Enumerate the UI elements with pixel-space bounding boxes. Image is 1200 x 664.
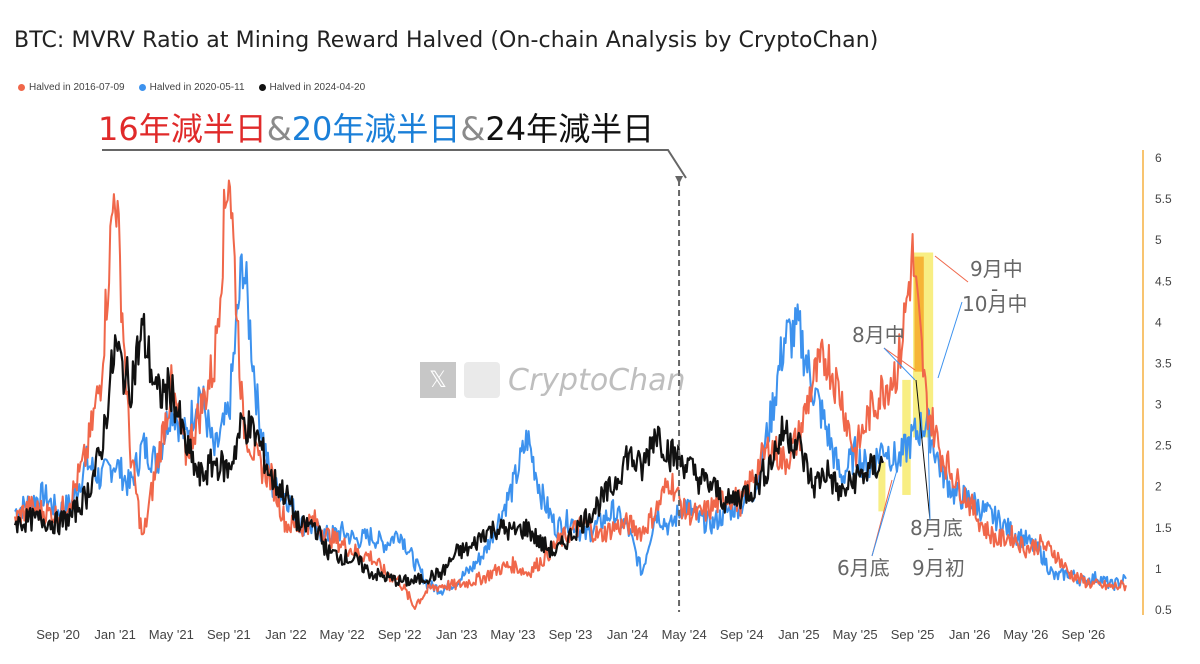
y-tick-label: 0.5 [1155,603,1172,617]
x-tick-label: Jan '21 [94,627,136,642]
series-line-2[interactable] [13,312,884,587]
annotation-pointer-line [883,347,916,381]
y-tick-label: 4.5 [1155,274,1172,288]
annotation-aug-mid: 8月中 [852,323,905,347]
annotation-sep-start: 9月初 [912,556,965,580]
x-tick-label: Sep '21 [207,627,251,642]
x-tick-label: May '24 [662,627,707,642]
annotation-pointer-line [915,379,931,521]
x-tick-label: Sep '22 [378,627,422,642]
series-line-0[interactable] [14,179,1127,610]
legend-item-2016[interactable]: Halved in 2016-07-09 [18,82,125,93]
headline-2024: 24年減半日 [485,110,655,148]
x-tick-label: Sep '24 [720,627,764,642]
headline: 16年減半日&20年減半日&24年減半日 [98,104,654,150]
x-tick-label: May '22 [320,627,365,642]
x-tick-label: May '26 [1003,627,1048,642]
annotation-dash-1: - [927,536,934,560]
legend-label-2024: Halved in 2024-04-20 [269,82,366,93]
x-tick-label: May '21 [149,627,194,642]
y-tick-label: 3 [1155,398,1162,412]
annotation-jun-end: 6月底 [837,556,890,580]
annotation-pointer-line [871,469,898,557]
headline-2020: 20年減半日 [291,110,461,148]
legend-dot-icon [138,84,146,91]
annotation-dash-2: - [991,277,998,301]
marker-layer [102,149,687,612]
legend: Halved in 2016-07-09 Halved in 2020-05-1… [18,82,365,93]
headline-bracket [102,149,687,179]
headline-amp-2: & [460,110,486,148]
x-tick-label: Sep '25 [891,627,935,642]
y-axis: 0.5 1 1.5 2 2.5 3 3.5 4 4.5 5 5.5 6 [1142,150,1172,617]
watermark-text: CryptoChan [508,362,686,398]
annotation-sep-mid: 9月中 [970,257,1023,281]
y-tick-label: 5.5 [1155,192,1172,206]
y-tick-label: 3.5 [1155,356,1172,370]
x-tick-label: Jan '25 [778,627,820,642]
y-tick-label: 2.5 [1155,439,1172,453]
x-tick-label: Sep '23 [549,627,593,642]
headline-amp-1: & [266,110,292,148]
x-axis: Sep '20 Jan '21 May '21 Sep '21 Jan '22 May '… [36,627,1105,642]
legend-dot-icon [18,84,25,91]
y-tick-label: 2 [1155,480,1162,494]
x-tick-label: Jan '26 [949,627,991,642]
y-tick-label: 5 [1155,233,1162,247]
annotation-pointer-line [937,301,963,379]
watermark: 𝕏 CryptoChan [420,362,686,398]
legend-item-2020[interactable]: Halved in 2020-05-11 [138,82,245,93]
x-tick-label: Sep '20 [36,627,80,642]
annotation-pointer-line [934,255,969,283]
avatar [464,362,500,398]
y-tick-label: 6 [1155,151,1162,165]
chart-title: BTC: MVRV Ratio at Mining Reward Halved … [14,28,879,53]
legend-dot-icon [258,84,266,91]
x-tick-label: Jan '22 [265,627,307,642]
x-logo-icon: 𝕏 [420,362,456,398]
x-tick-label: Jan '24 [607,627,649,642]
annotation-pointer-line [927,429,931,521]
y-tick-label: 1.5 [1155,521,1172,535]
legend-label-2016: Halved in 2016-07-09 [29,82,125,93]
y-tick-label: 1 [1155,562,1162,576]
x-tick-label: May '25 [832,627,877,642]
legend-item-2024[interactable]: Halved in 2024-04-20 [258,82,366,93]
annotation-oct-mid: 10月中 [962,292,1027,316]
marker-arrow-icon [675,176,684,184]
x-tick-label: May '23 [490,627,535,642]
highlight-band [902,379,911,495]
annotation-aug-end: 8月底 [910,516,963,540]
headline-2016: 16年減半日 [98,110,267,148]
highlight-band [878,462,886,512]
annotation-pointer-line [883,347,916,371]
series-layer [13,179,1127,610]
legend-label-2020: Halved in 2020-05-11 [149,82,245,93]
y-tick-label: 4 [1155,315,1162,329]
x-tick-label: Jan '23 [436,627,478,642]
x-tick-label: Sep '26 [1062,627,1106,642]
